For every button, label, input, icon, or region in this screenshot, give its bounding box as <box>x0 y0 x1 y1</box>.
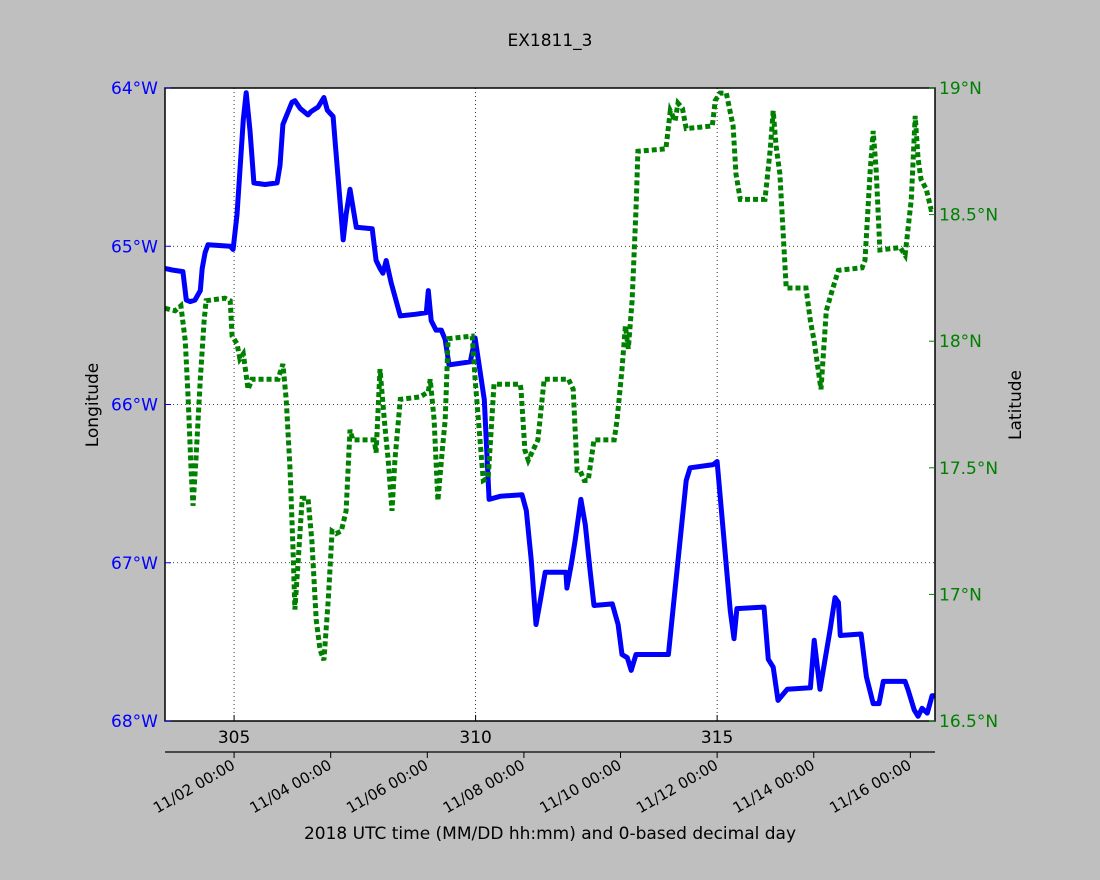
right-tick-label: 18.5°N <box>939 206 998 226</box>
left-tick-label: 64°W <box>111 79 158 99</box>
right-tick-label: 17.5°N <box>939 459 998 479</box>
right-tick-label: 19°N <box>939 79 982 99</box>
left-tick-label: 68°W <box>111 712 158 732</box>
x-tick-label: 305 <box>218 728 250 748</box>
right-axis-label: Latitude <box>1006 370 1026 440</box>
axis-ticks: 64°W 65°W 66°W 67°W 68°W 19°N 18.5°N 18°N 17.5°N… <box>111 79 998 817</box>
right-tick-label: 16.5°N <box>939 712 998 732</box>
right-tick-label: 18°N <box>939 332 982 352</box>
latitude-line <box>165 90 935 662</box>
longitude-line <box>165 90 935 719</box>
x-tick-label: 310 <box>459 728 491 748</box>
chart-title: EX1811_3 <box>508 31 593 51</box>
x-tick-label: 315 <box>701 728 733 748</box>
series-group <box>165 90 935 719</box>
left-tick-label: 65°W <box>111 237 158 257</box>
left-axis-label: Longitude <box>83 363 103 448</box>
right-tick-label: 17°N <box>939 585 982 605</box>
left-tick-label: 67°W <box>111 554 158 574</box>
x-axis-label: 2018 UTC time (MM/DD hh:mm) and 0-based … <box>304 824 796 844</box>
left-tick-label: 66°W <box>111 396 158 416</box>
